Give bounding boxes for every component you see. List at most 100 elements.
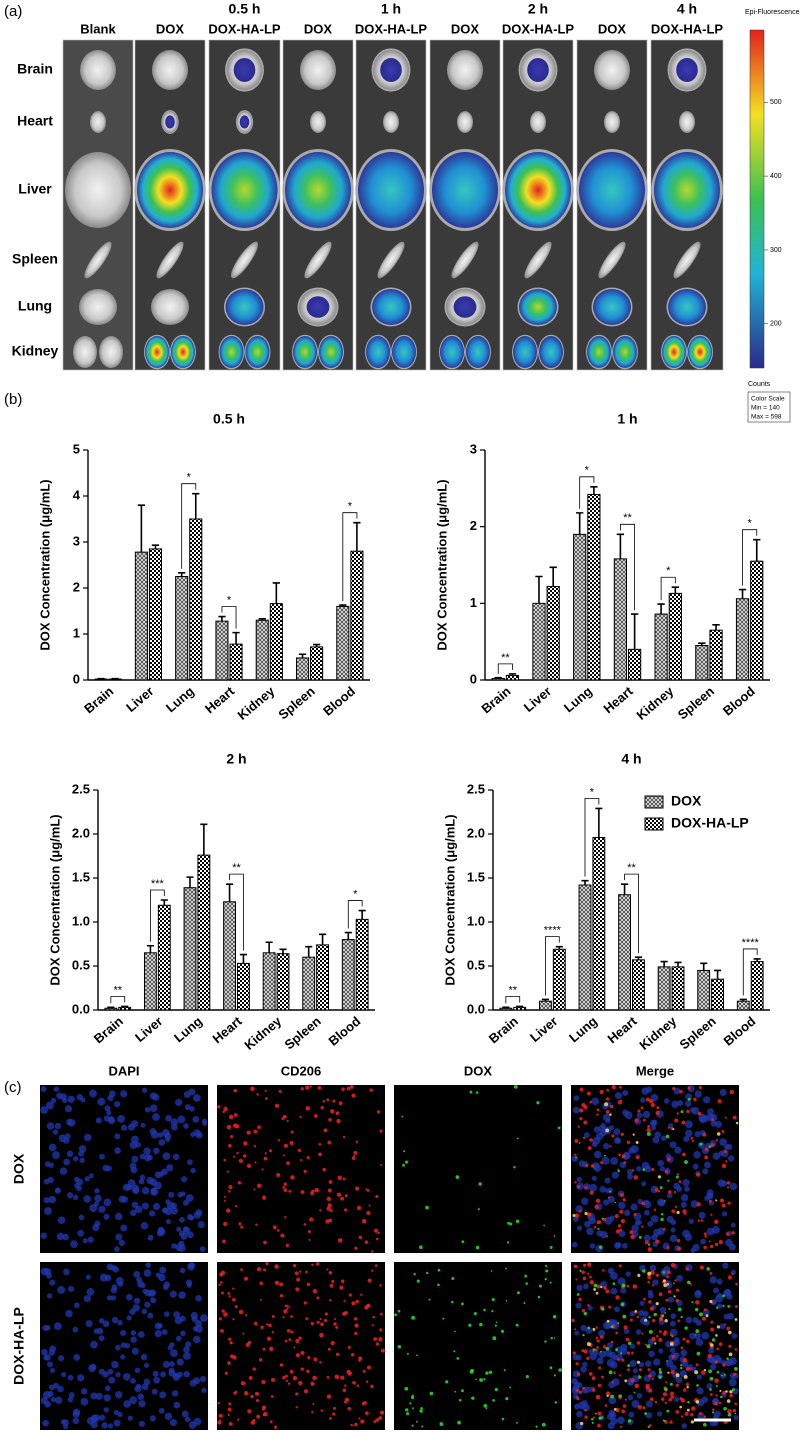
cell-signal xyxy=(676,1210,680,1215)
cell-signal xyxy=(724,1116,727,1119)
cell-signal xyxy=(626,1284,630,1288)
bar xyxy=(735,598,750,681)
x-tick-label: Brain xyxy=(486,1013,521,1046)
cell-signal xyxy=(88,1173,94,1179)
cell-signal xyxy=(620,1352,623,1355)
cell-signal xyxy=(223,1195,226,1198)
x-tick-label: Spleen xyxy=(281,1013,323,1052)
cell-signal xyxy=(419,1409,423,1413)
cell-signal xyxy=(108,1090,116,1098)
cell-signal xyxy=(714,1242,719,1247)
cell-signal xyxy=(577,1125,580,1128)
cell-signal xyxy=(682,1152,686,1157)
cell-signal xyxy=(699,1412,703,1415)
significance-bracket xyxy=(742,948,758,996)
cell-signal xyxy=(246,1130,251,1135)
cell-signal xyxy=(652,1279,659,1286)
cell-signal xyxy=(731,1388,735,1392)
cell-signal xyxy=(695,1338,704,1347)
cell-signal xyxy=(290,1130,294,1134)
group-header: DOX xyxy=(451,21,480,36)
cell-signal xyxy=(360,1293,363,1296)
bar xyxy=(668,592,682,681)
cell-signal xyxy=(620,1287,627,1294)
y-tick-label: 2.5 xyxy=(467,781,485,796)
cell-signal xyxy=(240,1381,246,1386)
cell-signal xyxy=(728,1344,732,1349)
cell-signal xyxy=(338,1101,343,1106)
bar xyxy=(632,959,645,1011)
cell-signal xyxy=(99,1414,106,1421)
cell-signal xyxy=(591,1097,600,1106)
cell-signal xyxy=(348,1293,352,1297)
cell-signal xyxy=(731,1333,738,1339)
cell-signal xyxy=(538,1284,542,1288)
fluorescence-signal xyxy=(285,152,351,228)
group-label: DOX-HA-LP xyxy=(11,1307,27,1385)
cell-signal xyxy=(420,1407,423,1410)
cell-signal xyxy=(627,1419,632,1423)
cell-signal xyxy=(237,1181,242,1185)
cell-signal xyxy=(648,1099,653,1104)
cell-signal xyxy=(697,1111,702,1116)
cell-signal xyxy=(355,1299,359,1304)
cell-signal xyxy=(416,1354,418,1357)
cell-signal xyxy=(223,1312,228,1317)
cell-signal xyxy=(429,1391,434,1396)
cell-signal xyxy=(701,1331,710,1340)
cell-signal xyxy=(77,1374,85,1382)
cell-signal xyxy=(664,1098,670,1104)
significance-bracket xyxy=(660,576,676,601)
fluorescence-signal xyxy=(688,336,712,368)
organ xyxy=(73,336,97,368)
cell-signal xyxy=(232,1287,235,1290)
x-tick-label: Liver xyxy=(521,683,554,714)
cell-signal xyxy=(648,1350,655,1358)
cell-signal xyxy=(54,1187,61,1194)
y-tick-label: 1.0 xyxy=(467,913,485,928)
group-header: DOX-HA-LP xyxy=(355,21,428,36)
cell-signal xyxy=(479,1322,483,1327)
cell-signal xyxy=(122,1183,130,1191)
significance-label: **** xyxy=(742,937,760,949)
cell-signal xyxy=(650,1270,655,1275)
cell-signal xyxy=(682,1337,686,1341)
cell-signal xyxy=(159,1391,167,1399)
cell-signal xyxy=(57,1285,66,1294)
x-tick-label: Spleen xyxy=(275,683,317,722)
cell-signal xyxy=(727,1155,735,1162)
cell-signal xyxy=(375,1237,379,1241)
cell-signal xyxy=(308,1238,311,1241)
cell-signal xyxy=(228,1184,233,1190)
cell-signal xyxy=(192,1115,200,1123)
cell-signal xyxy=(642,1269,646,1273)
cell-signal xyxy=(722,1262,729,1269)
cell-signal xyxy=(596,1230,603,1237)
x-tick-label: Spleen xyxy=(675,683,717,722)
cell-signal xyxy=(143,1147,151,1156)
cell-signal xyxy=(244,1391,249,1396)
significance-bracket xyxy=(229,873,244,951)
organ xyxy=(451,241,479,279)
bar xyxy=(499,1007,513,1011)
organ xyxy=(304,241,332,279)
cell-signal xyxy=(140,1353,148,1361)
cell-signal xyxy=(68,1285,75,1293)
cell-signal xyxy=(590,1164,595,1168)
cell-signal xyxy=(592,1348,596,1351)
fluorescence-signal xyxy=(380,58,402,82)
cell-signal xyxy=(153,1376,161,1384)
cell-signal xyxy=(716,1370,720,1374)
cell-signal xyxy=(48,1349,55,1356)
bar xyxy=(104,1007,118,1011)
cell-signal xyxy=(356,1384,360,1388)
bar xyxy=(546,585,560,681)
cell-signal xyxy=(169,1349,178,1358)
cell-signal xyxy=(647,1289,653,1295)
cell-signal xyxy=(589,1100,593,1104)
cell-signal xyxy=(580,1366,587,1373)
time-point-header: 1 h xyxy=(381,1,401,17)
cell-signal xyxy=(469,1090,473,1094)
cell-signal xyxy=(247,1409,252,1414)
cell-signal xyxy=(589,1190,594,1195)
